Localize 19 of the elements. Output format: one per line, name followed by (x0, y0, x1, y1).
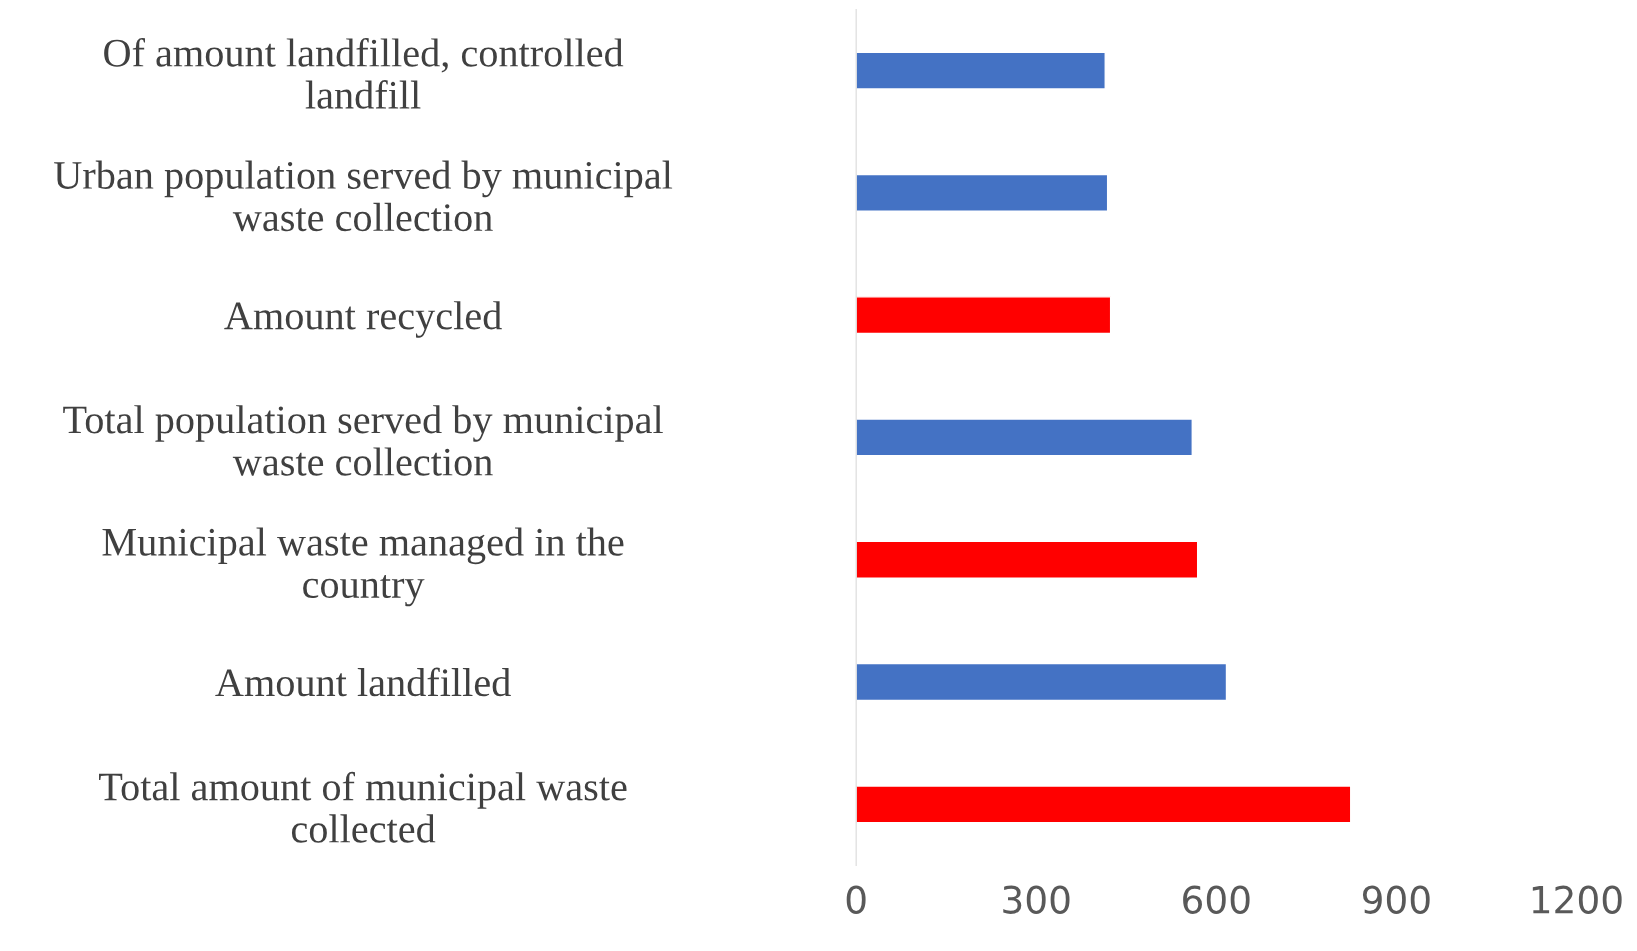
bar (856, 173, 1109, 212)
y-tick-label: Urban population served by municipal waste collection (54, 160, 673, 232)
y-tick-label: Of amount landfilled, controlled landfill (104, 38, 624, 109)
bar (856, 51, 1106, 90)
bar (856, 296, 1112, 335)
x-tick-label: 900 (1362, 885, 1430, 914)
bar (856, 540, 1199, 579)
x-tick-label: 1200 (1532, 885, 1622, 914)
bar (856, 418, 1193, 457)
bar (856, 662, 1228, 702)
y-tick-label: Municipal waste managed in the country (102, 527, 624, 607)
y-tick-label: Total amount of municipal waste collected (99, 771, 627, 843)
x-tick-label: 600 (1183, 885, 1250, 914)
y-tick-label: Amount landfilled (215, 667, 511, 697)
x-tick-label: 300 (1003, 885, 1070, 914)
y-tick-label: Total population served by municipal waste collection (63, 405, 663, 476)
bar (856, 785, 1352, 824)
x-tick-label: 0 (846, 885, 866, 914)
y-tick-label: Amount recycled (224, 301, 502, 338)
